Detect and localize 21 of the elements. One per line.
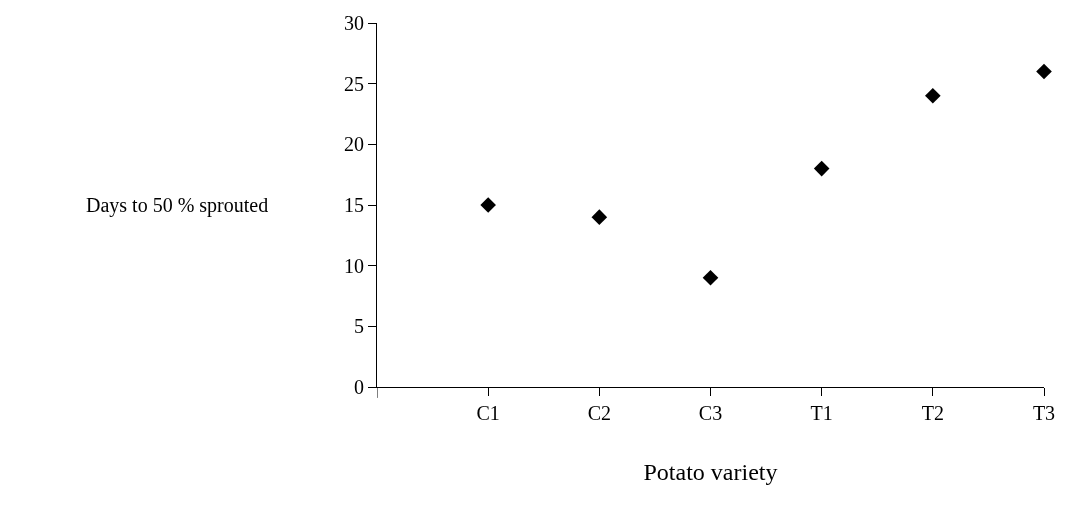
point [925, 88, 941, 104]
point [1036, 63, 1052, 80]
y-tick-label: 5 [354, 315, 364, 338]
point [702, 270, 719, 286]
point [813, 160, 830, 177]
point [591, 209, 608, 225]
y-tick-label: 25 [344, 72, 364, 95]
y-tick-label: 0 [354, 376, 364, 398]
y-tick-label: 20 [344, 133, 364, 156]
x-tick-label: C2 [587, 402, 611, 424]
x-tick-label: T2 [921, 402, 944, 424]
x-tick-label: T1 [810, 402, 833, 424]
y-tick-label: 15 [344, 194, 364, 216]
y-tick-label: 10 [344, 254, 364, 277]
y-axis-title: Days to 50 % sprouted [86, 194, 269, 217]
x-tick-label: C3 [698, 402, 723, 424]
y-tick-label: 30 [344, 12, 364, 34]
point [480, 197, 496, 213]
x-tick-label: C1 [476, 402, 500, 424]
x-axis-title: Potato variety [643, 459, 778, 486]
x-tick-label: T3 [1032, 402, 1056, 424]
